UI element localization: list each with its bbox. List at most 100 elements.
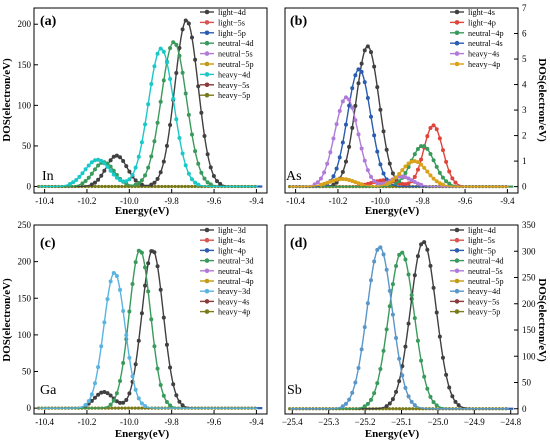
series-point (350, 105, 355, 110)
y-tick-label: 50 (22, 367, 32, 377)
series-point (158, 287, 163, 292)
series-point (353, 180, 358, 185)
series-point (378, 367, 383, 372)
series-point (362, 158, 367, 163)
legend-label: heavy−4s (468, 50, 499, 59)
panel-c: -10.4 -10.2 -10.0 -9.8 -9.6 -9.4 0 50 100 150 200 2… (1, 220, 268, 440)
series-point (105, 297, 110, 302)
legend-label: neutral−3d (218, 257, 254, 266)
series-point (347, 97, 352, 102)
y-tick-label: 200 (18, 257, 32, 267)
series-point (362, 48, 367, 53)
series-point (381, 178, 386, 183)
series-point (406, 176, 411, 181)
series-point (99, 158, 104, 163)
series-point (365, 44, 370, 49)
x-tick-label: -10.4 (35, 417, 54, 427)
series-point (359, 146, 364, 151)
series-point (155, 366, 160, 371)
series-point (419, 157, 424, 162)
series-point (437, 334, 442, 339)
series-point (422, 144, 427, 149)
series-point (328, 179, 333, 184)
series-point (108, 158, 113, 163)
series-point (362, 404, 367, 409)
legend-swatch-marker (204, 309, 210, 314)
series-point (403, 385, 408, 390)
series-point (422, 374, 427, 379)
series-point (444, 372, 449, 377)
series-point (318, 176, 323, 181)
series-point (378, 162, 383, 167)
legend-label: heavy−4d (218, 70, 250, 79)
series-point (334, 177, 339, 182)
series-point (155, 176, 160, 181)
series-point (92, 395, 97, 400)
legend-label: heavy−4s (218, 297, 249, 306)
panel-d-xlabel: Energy(eV) (365, 428, 420, 440)
legend-swatch-marker (204, 258, 210, 263)
series-point (425, 247, 430, 252)
series-point (412, 174, 417, 179)
series-point (83, 402, 88, 407)
series-point (127, 177, 132, 182)
series-point (384, 267, 389, 272)
x-tick-label: -9.6 (207, 196, 222, 206)
panel-d: −25.4 −25.3 −25.2 −25.1 −25.0 −24.9 −24.80 50 10… (282, 220, 548, 440)
legend-label: light−4d (468, 226, 496, 235)
x-tick-label: -9.8 (165, 417, 180, 427)
panel-c-label: (c) (40, 236, 56, 251)
series-point (431, 400, 436, 405)
series-point (80, 181, 85, 186)
legend-label: neutral−5p (468, 277, 504, 286)
panel-d-element-label: Sb (287, 383, 302, 398)
series-point (394, 181, 399, 186)
series-point (397, 356, 402, 361)
series-point (403, 164, 408, 169)
series-point (139, 182, 144, 187)
series-point (415, 160, 420, 165)
series-point (381, 129, 386, 134)
series-point (400, 250, 405, 255)
series-point (152, 180, 157, 185)
series-point (83, 167, 88, 172)
x-tick-label: -9.6 (458, 196, 473, 206)
series-point (359, 347, 364, 352)
series-point (322, 170, 327, 175)
series-point (136, 181, 141, 186)
series-point (171, 40, 176, 45)
legend-label: heavy−5p (468, 308, 500, 317)
series-point (130, 282, 135, 287)
series-point (372, 64, 377, 69)
series-point (434, 127, 439, 132)
series-point (177, 135, 182, 140)
series-point (180, 403, 185, 408)
series-point (390, 312, 395, 317)
y-tick-label: 200 (522, 299, 536, 309)
series-point (369, 278, 374, 283)
series-point (161, 393, 166, 398)
panel-d-plot: −25.4 −25.3 −25.2 −25.1 −25.0 −24.9 −24.80 50 10… (282, 220, 536, 427)
y-tick-label: 250 (18, 220, 32, 230)
series-point (196, 161, 201, 166)
legend-label: light−4p (218, 246, 246, 255)
series-point (434, 164, 439, 169)
x-tick-label: -9.6 (207, 417, 222, 427)
legend-label: light−4d (218, 8, 246, 17)
series-point (202, 176, 207, 181)
series-point (121, 179, 126, 184)
series-point (372, 133, 377, 138)
legend-swatch-marker (454, 288, 460, 294)
series-point (80, 171, 85, 176)
series-point (403, 182, 408, 187)
y-tick-label: 6 (522, 29, 527, 39)
legend-label: heavy−4d (468, 287, 500, 296)
series-point (111, 154, 116, 159)
series-point (164, 143, 169, 148)
panel-b-xlabel: Energy(eV) (365, 205, 420, 217)
series-point (378, 245, 383, 250)
series-point (186, 171, 191, 176)
series-point (331, 182, 336, 187)
series-point (108, 402, 113, 407)
series-point (394, 175, 399, 180)
